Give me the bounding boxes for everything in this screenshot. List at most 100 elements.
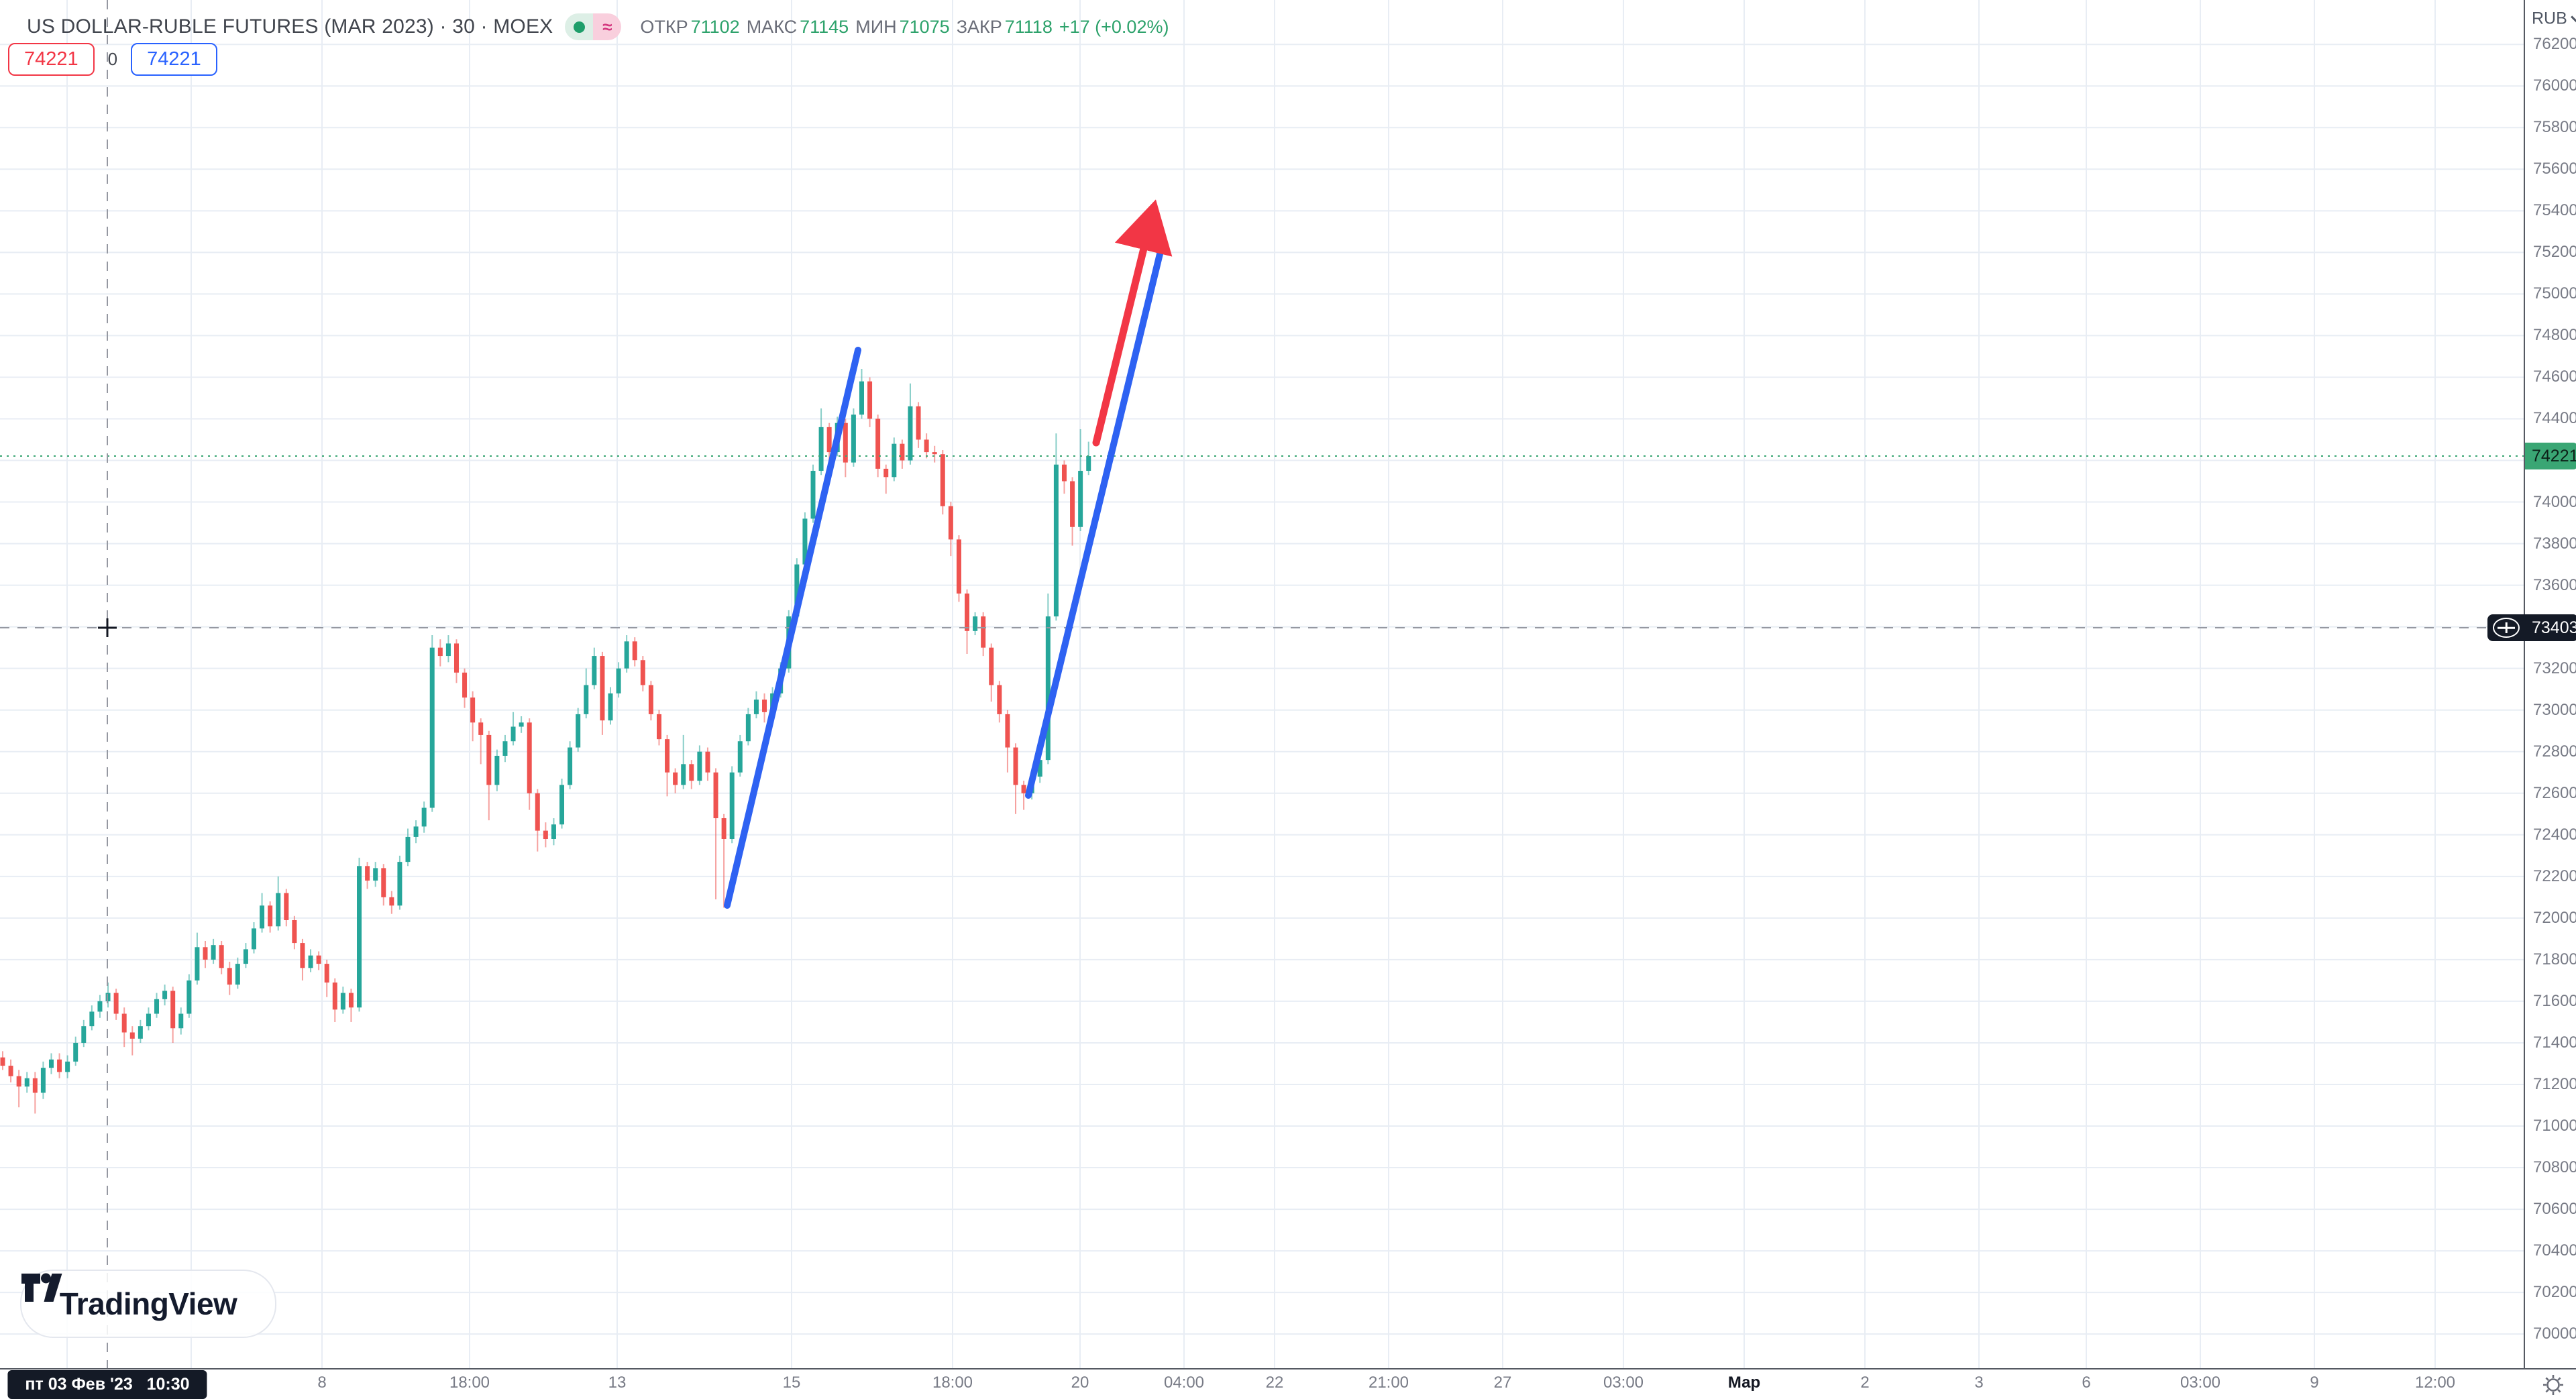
open-label: ОТКР (640, 16, 688, 37)
candle-up (429, 647, 435, 808)
time-tick-label: 3 (1974, 1374, 1984, 1392)
price-tick-label: 71200 (2533, 1074, 2576, 1093)
add-order-button[interactable] (2487, 614, 2525, 641)
candle-up (260, 905, 265, 929)
candle-down (900, 443, 905, 461)
candle-up (211, 945, 216, 960)
candle-down (673, 772, 678, 785)
candle-down (843, 423, 848, 463)
symbol-title[interactable]: US DOLLAR-RUBLE FUTURES (MAR 2023) · 30 … (27, 15, 553, 38)
price-tick-label: 73200 (2533, 659, 2576, 677)
candle-down (883, 468, 889, 478)
currency-label: RUB (2532, 9, 2567, 28)
time-tick-label: 6 (2082, 1374, 2091, 1392)
candle-down (284, 893, 289, 920)
candle-down (389, 897, 394, 906)
candle-up (373, 868, 378, 881)
candle-up (592, 656, 597, 685)
candle-up (1086, 456, 1091, 471)
order-panel: 74221 0 74221 (8, 43, 217, 76)
candle-up (892, 443, 897, 478)
candle-up (584, 685, 589, 714)
candle-down (16, 1076, 21, 1087)
candle-up (146, 1013, 151, 1027)
candle-up (859, 381, 864, 415)
candle-down (640, 660, 645, 685)
candle-down (486, 734, 492, 785)
candle-down (129, 1032, 135, 1039)
time-tick-label: 18:00 (449, 1374, 490, 1392)
candle-down (600, 656, 605, 721)
candle-down (1061, 464, 1067, 482)
candle-down (867, 381, 873, 419)
candle-up (97, 1001, 103, 1012)
time-tick-label: 2 (1860, 1374, 1870, 1392)
price-tick-label: 72000 (2533, 908, 2576, 927)
price-axis[interactable]: RUB 76200 76000 75800 75600 75400 75200 75000 7… (2487, 0, 2576, 1368)
time-tick-label: 18:00 (932, 1374, 973, 1392)
trend-line-2[interactable] (1025, 237, 1167, 799)
candle-up (186, 980, 192, 1014)
chart-header: US DOLLAR-RUBLE FUTURES (MAR 2023) · 30 … (27, 13, 1169, 40)
candle-up (154, 999, 160, 1014)
candle-down (713, 772, 718, 818)
currency-selector[interactable]: RUB (2532, 9, 2576, 29)
candle-up (24, 1078, 30, 1087)
market-status-pill[interactable]: ≈ (565, 13, 622, 40)
candle-down (981, 616, 986, 648)
candle-down (219, 945, 224, 968)
candle-down (348, 993, 354, 1008)
candle-down (300, 943, 305, 968)
close-label: ЗАКР (956, 16, 1002, 37)
time-tick-label: 03:00 (2180, 1374, 2221, 1392)
price-tick-label: 75800 (2533, 118, 2576, 137)
high-label: МАКС (746, 16, 798, 37)
candle-down (227, 968, 232, 985)
price-tick-label: 74400 (2533, 409, 2576, 428)
gear-icon[interactable] (2540, 1374, 2567, 1396)
price-tick-label: 70200 (2533, 1283, 2576, 1302)
time-axis[interactable]: 8 18:00 13 15 18:00 20 04:00 22 21:00 27 03:00 Мар 2… (0, 1368, 2576, 1399)
candle-down (365, 866, 370, 881)
candle-down (453, 643, 459, 673)
projection-arrow[interactable] (1092, 199, 1173, 447)
candle-up (65, 1061, 70, 1072)
market-open-icon (565, 13, 594, 40)
trend-line-1[interactable] (724, 347, 861, 909)
candle-down (648, 685, 653, 714)
low-label: МИН (855, 16, 897, 37)
price-tick-label: 74000 (2533, 492, 2576, 511)
candle-up (973, 616, 978, 631)
candle-up (697, 751, 702, 781)
tradingview-logo[interactable]: TradingView (20, 1270, 276, 1338)
candle-down (543, 830, 548, 840)
candle-up (568, 747, 573, 785)
candle-down (292, 919, 297, 944)
sell-button[interactable]: 74221 (8, 43, 95, 76)
candle-up (559, 785, 565, 825)
time-tick-label: 8 (317, 1374, 327, 1392)
ohlc-row: ОТКР 71102 МАКС 71145 МИН 71075 ЗАКР 71118 +… (640, 17, 1169, 38)
candle-up (357, 866, 362, 1008)
candle-up (681, 764, 686, 785)
price-tick-label: 73600 (2533, 575, 2576, 594)
candle-down (689, 764, 694, 781)
candle-down (113, 993, 119, 1014)
candle-down (916, 406, 921, 440)
candle-up (519, 722, 524, 727)
candle-up (502, 741, 508, 756)
buy-button[interactable]: 74221 (131, 43, 217, 76)
candle-up (608, 693, 613, 721)
time-tick-label: 13 (608, 1374, 627, 1392)
candle-up (551, 824, 556, 840)
candle-up (745, 714, 751, 742)
time-tick-label: 27 (1493, 1374, 1512, 1392)
candle-down (656, 714, 661, 740)
crosshair-date-label: пт 03 Фев '23 10:30 (7, 1370, 207, 1399)
candle-up (818, 427, 824, 471)
chevron-down-icon (2570, 10, 2576, 23)
open-value: 71102 (690, 16, 740, 37)
candle-down (632, 641, 637, 661)
candle-down (826, 427, 832, 453)
